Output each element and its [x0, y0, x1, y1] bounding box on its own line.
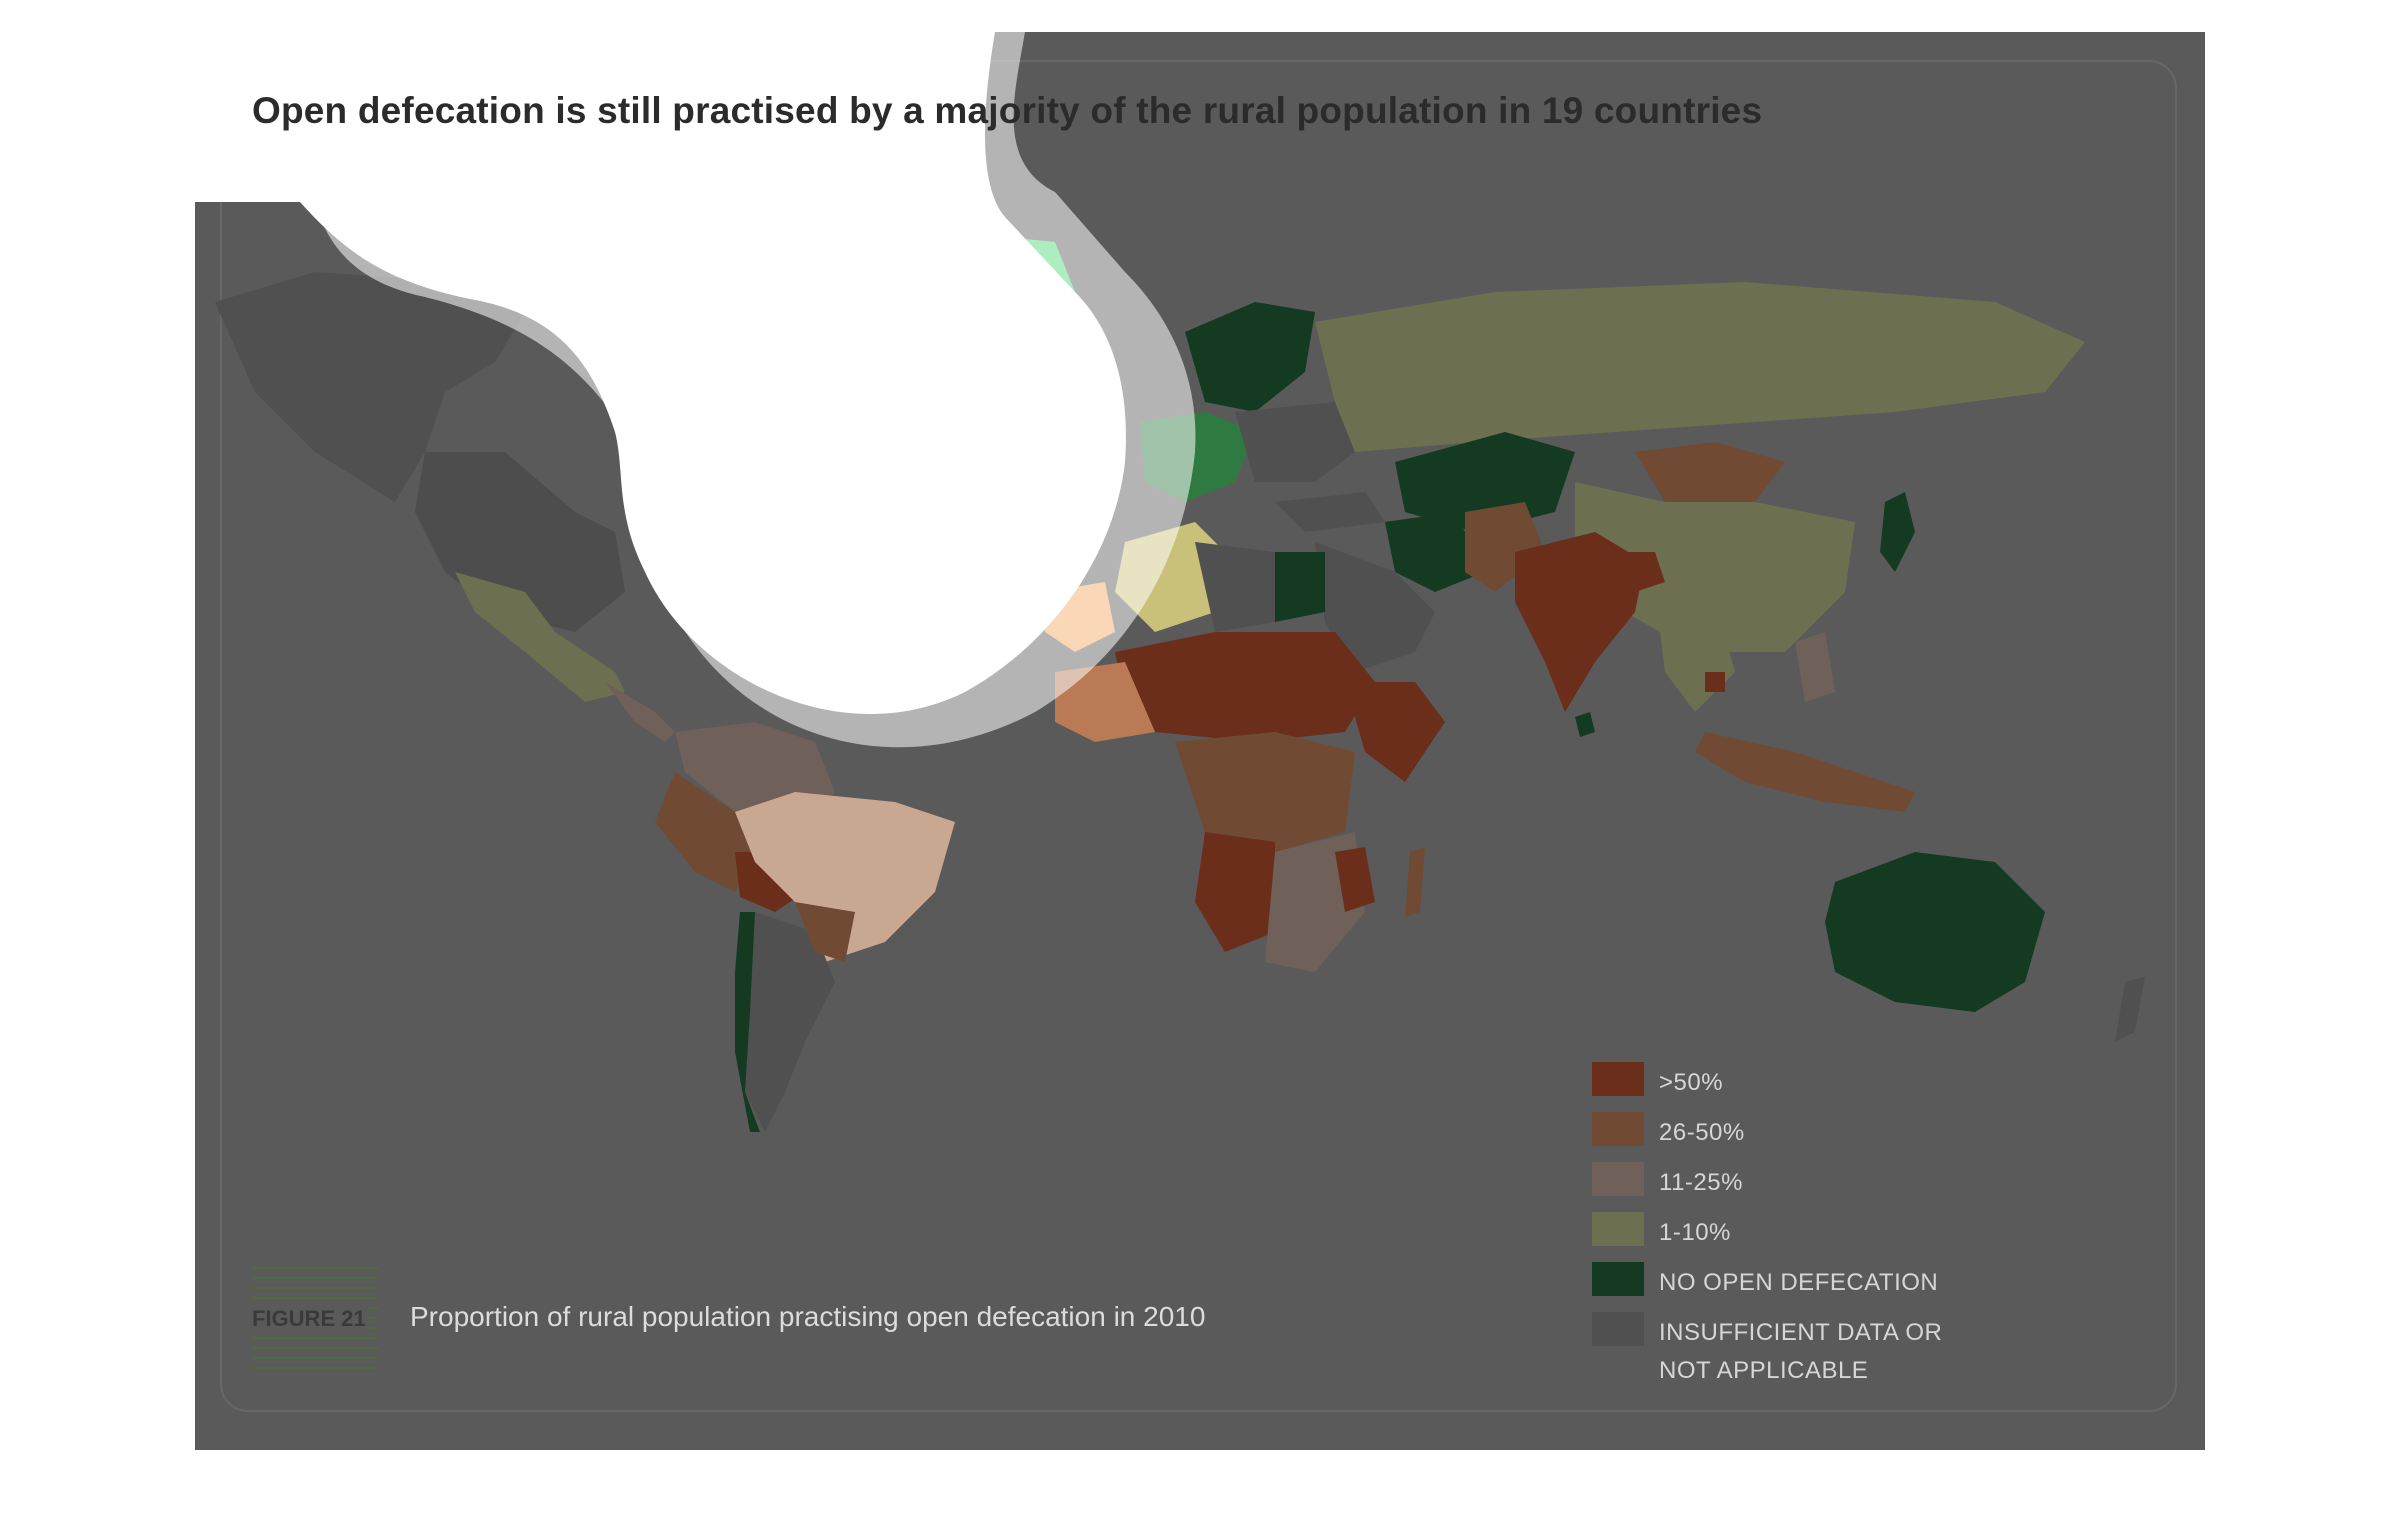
legend-label: INSUFFICIENT DATA OR NOT APPLICABLE — [1659, 1319, 1943, 1384]
map-figure: Open defecation is still practised by a … — [195, 32, 2205, 1450]
region-madagascar — [1405, 847, 1425, 917]
region-sahel — [1115, 632, 1375, 742]
region-peru — [655, 772, 755, 892]
region-russia — [1315, 282, 2085, 452]
legend-swatch — [1592, 1162, 1644, 1196]
region-mexico — [455, 572, 625, 702]
legend-swatch — [1592, 1062, 1644, 1096]
legend-label: NO OPEN DEFECATION — [1659, 1269, 1939, 1296]
world-map — [195, 32, 2145, 1132]
figure-caption: Proportion of rural population practisin… — [410, 1301, 1206, 1332]
region-japan — [1880, 492, 1915, 572]
figure-label: FIGURE 21 — [252, 1306, 368, 1332]
region-angola-congo — [1195, 832, 1275, 952]
region-nepal-bangladesh — [1595, 552, 1665, 592]
region-chile — [735, 912, 760, 1132]
region-china — [1575, 482, 1855, 652]
region-mozambique — [1335, 847, 1375, 912]
region-india — [1515, 532, 1645, 712]
page-title: Open defecation is still practised by a … — [252, 90, 1763, 131]
region-sri-lanka — [1575, 712, 1595, 737]
region-new-zealand — [2115, 977, 2145, 1042]
region-sahara — [1195, 542, 1275, 632]
region-indonesia — [1695, 732, 1915, 812]
legend-swatch — [1592, 1112, 1644, 1146]
region-australia — [1825, 852, 2045, 1012]
legend-swatch — [1592, 1312, 1644, 1346]
region-turkey — [1275, 492, 1385, 532]
legend-label: >50% — [1659, 1069, 1724, 1096]
region-philippines — [1795, 632, 1835, 702]
legend-item-no-open-defecation: NO OPEN DEFECATION — [1592, 1262, 2012, 1312]
legend-item-over-50: >50% — [1592, 1062, 2012, 1112]
map-legend: >50% 26-50% 11-25% 1-10% NO OPEN DEFECAT… — [1592, 1062, 2012, 1392]
legend-label: 11-25% — [1659, 1169, 1743, 1196]
region-argentina — [745, 912, 835, 1132]
legend-swatch — [1592, 1212, 1644, 1246]
legend-label: 26-50% — [1659, 1119, 1745, 1146]
region-alaska-canada — [215, 272, 525, 502]
region-mongolia — [1635, 442, 1785, 502]
legend-item-1-10: 1-10% — [1592, 1212, 2012, 1262]
region-iran — [1385, 512, 1485, 592]
region-afghanistan-pakistan — [1465, 502, 1545, 592]
region-cambodia — [1705, 672, 1725, 692]
region-ethiopia-somalia — [1345, 682, 1445, 782]
region-central-africa — [1175, 732, 1355, 852]
legend-item-insufficient-data: INSUFFICIENT DATA OR NOT APPLICABLE — [1592, 1312, 2012, 1392]
region-egypt — [1275, 552, 1325, 622]
legend-label: 1-10% — [1659, 1219, 1731, 1246]
legend-swatch — [1592, 1262, 1644, 1296]
legend-item-11-25: 11-25% — [1592, 1162, 2012, 1212]
figure-card — [220, 60, 2177, 1412]
region-west-africa — [1055, 662, 1155, 742]
region-brazil — [735, 792, 955, 962]
region-scandinavia — [1185, 302, 1315, 412]
region-arabia — [1315, 542, 1435, 672]
region-kazakhstan — [1395, 432, 1575, 532]
region-paraguay-uruguay — [795, 902, 855, 962]
region-eastern-europe — [1235, 402, 1355, 482]
region-central-america — [605, 682, 675, 742]
figure-caption-block: FIGURE 21 Proportion of rural population… — [252, 1265, 1452, 1375]
glare-core — [195, 32, 1126, 715]
legend-item-26-50: 26-50% — [1592, 1112, 2012, 1162]
